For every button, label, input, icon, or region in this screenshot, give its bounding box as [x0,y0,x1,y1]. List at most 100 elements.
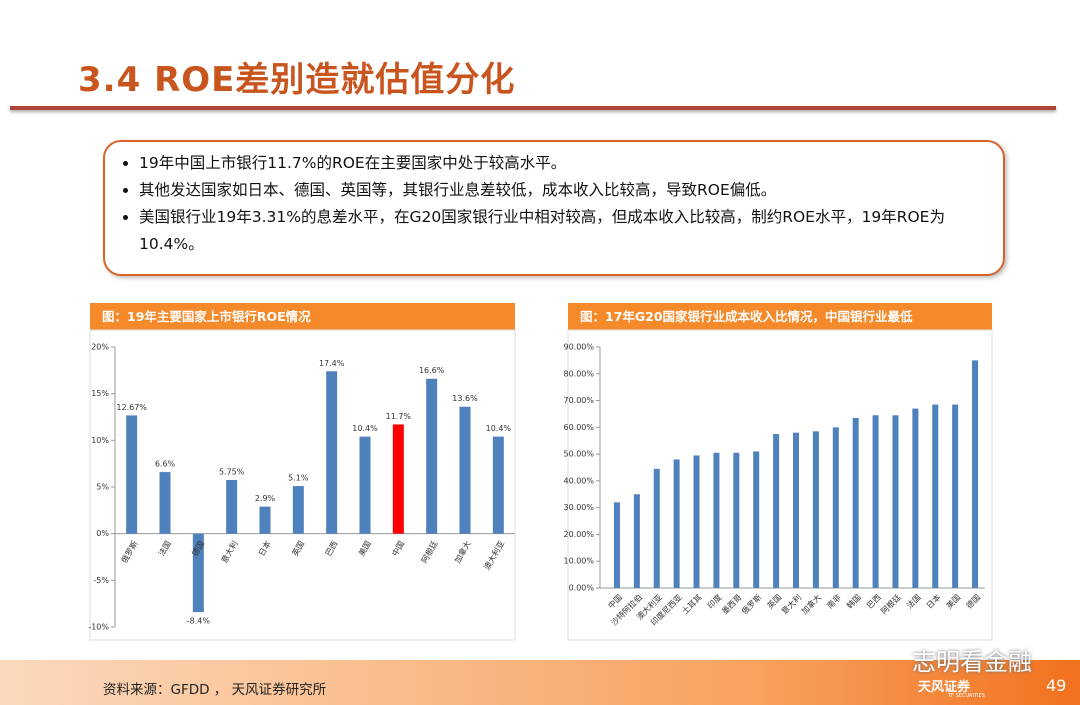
chart-frame [567,329,993,641]
x-tick-label: 土耳其 [680,592,704,616]
x-tick-label: 阿根廷 [419,539,440,565]
footer-band [0,660,1080,705]
x-tick-label: 法国 [156,539,173,558]
summary-box: 19年中国上市银行11.7%的ROE在主要国家中处于较高水平。 其他发达国家如日… [103,140,1005,276]
y-tick-label: 15% [91,389,109,398]
bullet: 美国银行业19年3.31%的息差水平，在G20国家银行业中相对较高，但成本收入比… [139,204,993,258]
bar [972,360,979,588]
slide-title: 3.4 ROE差别造就估值分化 [78,60,516,100]
title-rule [10,106,1056,110]
bar [613,502,620,588]
x-tick-label: 德国 [964,592,982,610]
data-label: 13.6% [452,394,478,403]
x-tick-label: 中国 [390,539,407,558]
chart-title: 图：19年主要国家上市银行ROE情况 [90,303,515,330]
y-tick-label: 70.00% [563,396,594,405]
y-tick-label: 5% [96,483,109,492]
y-tick-label: 10% [91,436,109,445]
watermark: 志明看金融 [912,648,1032,676]
y-tick-label: 50.00% [563,450,594,459]
y-tick-label: 0.00% [569,584,595,593]
bar [292,486,304,534]
chart-frame [89,329,516,641]
y-tick-label: 0% [96,529,109,538]
bar [259,506,271,534]
y-tick-label: 30.00% [563,503,594,512]
bar [653,468,660,588]
bar [892,415,899,588]
chart-title: 图：17年G20国家银行业成本收入比情况，中国银行业最低 [568,303,992,330]
page-number: 49 [1046,676,1067,695]
bar [912,408,919,588]
y-tick-label: 80.00% [563,369,594,378]
x-tick-label: 澳大利亚 [482,539,507,572]
y-tick-label: 40.00% [563,476,594,485]
data-label: 2.9% [255,494,276,503]
bar [633,494,640,588]
x-tick-label: 日本 [924,592,942,610]
bar [426,378,438,534]
x-tick-label: 意大利 [779,592,803,616]
bar [952,404,959,588]
bar [673,459,680,588]
bar [492,436,504,534]
logo-subtitle: TF SECURITIES [948,693,985,699]
x-tick-label: 法国 [904,592,922,610]
y-tick-label: 20% [91,343,109,352]
x-tick-label: 阿根廷 [879,592,903,616]
data-label: 10.4% [352,424,378,433]
y-tick-label: 60.00% [563,423,594,432]
bar [159,472,171,534]
bar [693,455,700,588]
bar [326,371,338,534]
bar [392,424,404,534]
source-note: 资料来源：GFDD ， 天风证券研究所 [103,682,327,698]
x-tick-label: 英国 [290,539,307,558]
x-tick-label: 意大利 [219,539,240,565]
bar [226,480,238,534]
x-tick-label: 加拿大 [452,539,473,565]
data-label: 6.6% [155,460,176,469]
y-tick-label: -5% [93,576,109,585]
x-tick-label: 墨西哥 [720,593,743,616]
bar [733,452,740,588]
x-tick-label: 巴西 [324,539,340,557]
bar [793,432,799,588]
bar [126,415,138,534]
x-tick-label: 俄罗斯 [739,592,763,616]
logo: 天风证券 [918,680,971,695]
x-tick-label: 南非 [825,592,843,610]
data-label: 17.4% [319,359,345,368]
x-tick-label: 美国 [944,592,962,610]
bullet: 19年中国上市银行11.7%的ROE在主要国家中处于较高水平。 [139,150,993,177]
bar [852,417,859,588]
x-tick-label: 加拿大 [799,592,823,616]
x-tick-label: 韩国 [844,592,862,610]
data-label: 5.75% [219,468,245,477]
bullet-list: 19年中国上市银行11.7%的ROE在主要国家中处于较高水平。 其他发达国家如日… [117,150,993,258]
x-tick-label: 日本 [256,539,273,558]
data-label: 5.1% [288,474,309,483]
bar [459,406,471,534]
data-label: -8.4% [187,617,211,626]
bar [753,451,760,588]
y-tick-label: 20.00% [563,530,594,539]
bar [192,533,204,613]
x-tick-label: 俄罗斯 [119,539,140,565]
data-label: 10.4% [486,424,512,433]
bar [812,431,819,588]
bar [713,452,720,588]
bar [832,427,839,588]
y-tick-label: -10% [88,623,109,632]
data-label: 12.67% [116,403,147,412]
bar [773,434,780,588]
x-tick-label: 美国 [356,539,373,558]
bullet: 其他发达国家如日本、德国、英国等，其银行业息差较低，成本收入比较高，导致ROE偏… [139,177,993,204]
bar [932,404,939,588]
y-tick-label: 10.00% [563,557,594,566]
y-tick-label: 90.00% [563,343,594,352]
bar [359,436,371,534]
data-label: 11.7% [386,412,412,421]
